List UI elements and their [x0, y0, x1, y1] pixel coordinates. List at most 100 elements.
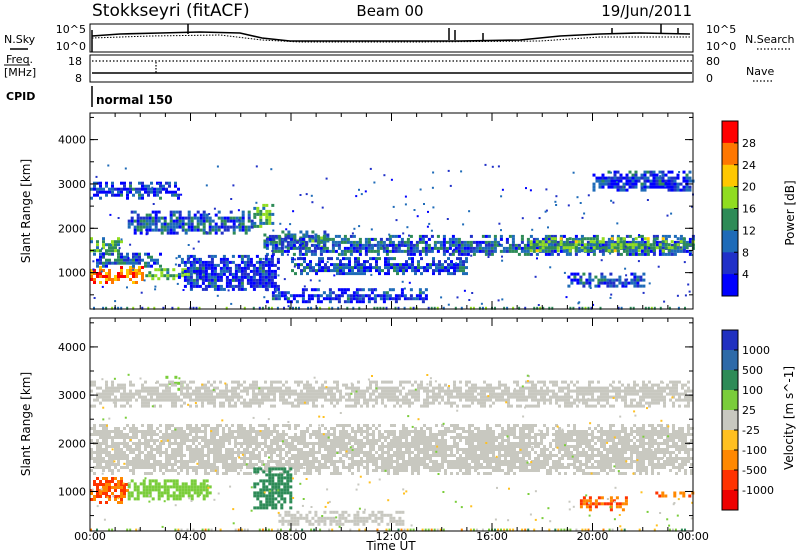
velocity-cell [645, 430, 648, 433]
power-cell [571, 243, 575, 247]
power-cell [262, 206, 266, 210]
velocity-cell [567, 433, 570, 436]
velocity-cell [351, 427, 354, 430]
velocity-cell [453, 424, 456, 427]
velocity-cell [264, 439, 267, 442]
velocity-cell [321, 454, 324, 457]
velocity-cell [213, 430, 216, 433]
velocity-cell [366, 427, 369, 430]
power-cell [604, 243, 608, 247]
power-cell [616, 188, 620, 192]
velocity-cell [141, 451, 144, 454]
power-cell [666, 214, 669, 217]
velocity-cell [114, 433, 117, 436]
power-cell [256, 224, 260, 228]
velocity-cell [132, 466, 135, 469]
power-cell [127, 257, 130, 260]
velocity-cell [201, 445, 204, 448]
power-cell [205, 219, 209, 223]
power-cell [331, 249, 335, 253]
velocity-cell [642, 430, 645, 433]
power-cell [679, 240, 683, 244]
power-cell [521, 217, 524, 220]
velocity-cell [108, 454, 111, 457]
velocity-cell [618, 466, 621, 469]
velocity-cell [513, 448, 516, 451]
power-cell [281, 239, 284, 241]
power-cell [263, 233, 267, 237]
power-cell [108, 243, 111, 247]
power-cell [673, 249, 677, 253]
power-cell [387, 263, 390, 267]
velocity-cell [369, 460, 372, 463]
velocity-cell [267, 427, 270, 430]
power-cell [321, 257, 324, 261]
power-cell [655, 185, 659, 189]
power-cell [142, 219, 146, 223]
power-cell [163, 268, 167, 272]
velocity-cell [459, 457, 462, 460]
velocity-cell [453, 466, 456, 469]
power-cell [273, 272, 277, 276]
velocity-cell [207, 439, 210, 442]
power-cell [400, 249, 404, 253]
velocity-cell [609, 424, 612, 427]
power-cell [309, 266, 312, 270]
power-cell [174, 263, 177, 266]
velocity-cell [300, 466, 303, 469]
velocity-cell [480, 451, 483, 454]
power-cell [369, 263, 372, 267]
power-cell [102, 306, 105, 310]
power-cell [586, 249, 590, 253]
velocity-cell [504, 439, 507, 442]
power-cell [382, 291, 386, 295]
velocity-cell [627, 433, 630, 436]
velocity-cell [528, 439, 531, 442]
power-cell [270, 272, 274, 276]
velocity-cell [225, 460, 228, 463]
power-cell [234, 272, 238, 276]
velocity-cell [474, 427, 477, 430]
velocity-cell [498, 436, 501, 439]
velocity-cell [333, 433, 336, 436]
power-cell [262, 203, 266, 207]
power-cell [462, 260, 465, 264]
velocity-cell [585, 430, 588, 433]
power-cell [111, 187, 114, 191]
power-cell [573, 275, 577, 279]
velocity-cell [333, 436, 336, 439]
velocity-cell [624, 463, 627, 466]
velocity-cell [573, 457, 576, 460]
velocity-cell [402, 442, 405, 445]
velocity-cell [456, 424, 459, 427]
velocity-cell [198, 442, 201, 445]
velocity-cell [630, 463, 633, 466]
velocity-cell [489, 427, 492, 430]
power-cell [430, 249, 434, 253]
velocity-cell [636, 427, 639, 430]
velocity-cell [243, 472, 246, 475]
power-cell [265, 288, 269, 292]
power-cell [343, 234, 347, 238]
power-cell [418, 234, 422, 238]
power-cell [157, 183, 160, 185]
power-cell [264, 257, 268, 261]
power-cell [141, 306, 144, 310]
velocity-cell [237, 433, 240, 436]
power-cell [420, 272, 423, 276]
power-cell [99, 187, 102, 191]
velocity-cell [567, 448, 570, 451]
power-cell [610, 246, 614, 250]
velocity-cell [117, 457, 120, 460]
power-cell [265, 215, 269, 219]
power-cell [636, 278, 640, 282]
power-cell [633, 278, 637, 282]
power-cell [673, 246, 677, 250]
velocity-cell [468, 472, 471, 475]
power-cell [366, 260, 369, 264]
velocity-cell [279, 439, 282, 442]
power-cell [231, 272, 235, 276]
power-cell [400, 294, 404, 298]
power-cell [439, 240, 443, 244]
velocity-cell [657, 433, 660, 436]
